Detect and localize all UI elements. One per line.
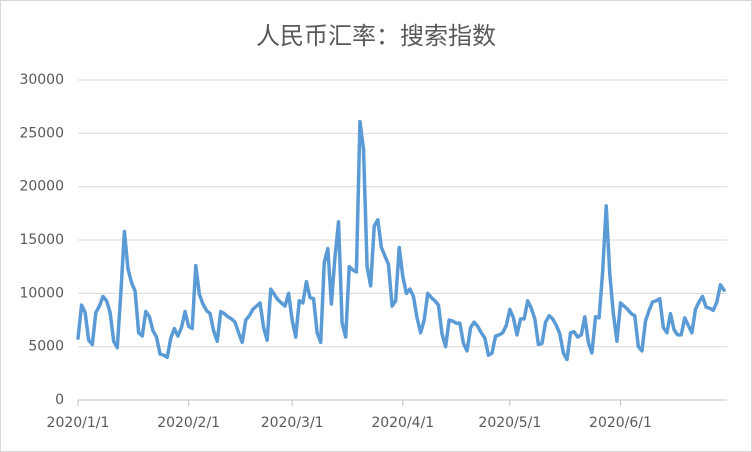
x-tick-label: 2020/3/1: [261, 415, 324, 431]
x-tick-label: 2020/6/1: [589, 415, 652, 431]
x-tick-label: 2020/1/1: [47, 415, 110, 431]
chart-title: 人民币汇率：搜索指数: [256, 22, 496, 50]
y-tick-label: 20000: [19, 179, 64, 195]
y-tick-label: 5000: [28, 339, 64, 355]
x-tick-label: 2020/4/1: [371, 415, 434, 431]
y-tick-label: 15000: [19, 232, 64, 248]
y-tick-label: 10000: [19, 285, 64, 301]
y-tick-label: 0: [55, 392, 64, 408]
y-tick-label: 30000: [19, 72, 64, 88]
x-tick-label: 2020/2/1: [157, 415, 220, 431]
x-tick-label: 2020/5/1: [478, 415, 541, 431]
y-tick-label: 25000: [19, 125, 64, 141]
series-line: [76, 119, 726, 362]
